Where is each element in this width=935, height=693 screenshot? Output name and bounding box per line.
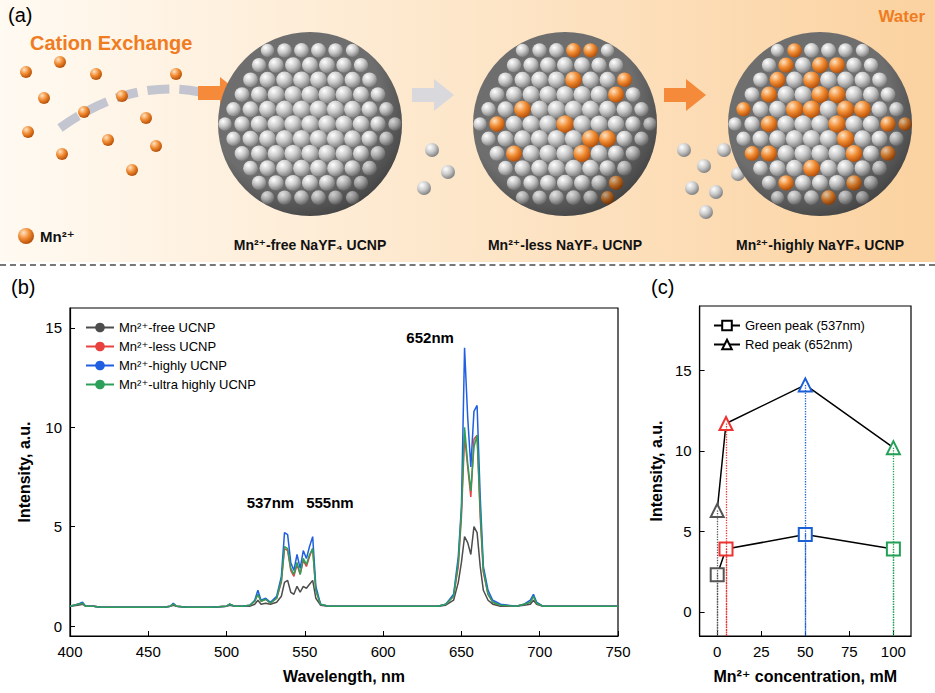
svg-text:Mn²⁺-free NaYF₄ UCNP: Mn²⁺-free NaYF₄ UCNP <box>234 237 387 253</box>
svg-text:50: 50 <box>797 643 814 660</box>
svg-text:652nm: 652nm <box>406 329 454 346</box>
svg-text:450: 450 <box>136 643 161 660</box>
svg-text:15: 15 <box>45 319 62 336</box>
svg-text:5: 5 <box>683 523 691 540</box>
svg-text:Mn²⁺-free UCNP: Mn²⁺-free UCNP <box>119 320 215 335</box>
svg-text:Red peak (652nm): Red peak (652nm) <box>745 337 853 352</box>
svg-text:Intensity, a.u.: Intensity, a.u. <box>16 421 33 522</box>
svg-text:Mn²⁺-highly UCNP: Mn²⁺-highly UCNP <box>119 358 227 373</box>
svg-text:Cation Exchange: Cation Exchange <box>30 32 192 54</box>
svg-text:Mn²⁺-less NaYF₄ UCNP: Mn²⁺-less NaYF₄ UCNP <box>488 237 642 253</box>
svg-text:Mn²⁺ concentration, mM: Mn²⁺ concentration, mM <box>714 668 898 685</box>
svg-text:400: 400 <box>57 643 82 660</box>
svg-text:0: 0 <box>713 643 721 660</box>
svg-text:25: 25 <box>753 643 770 660</box>
svg-text:600: 600 <box>371 643 396 660</box>
svg-text:10: 10 <box>45 419 62 436</box>
svg-text:0: 0 <box>683 603 691 620</box>
svg-text:650: 650 <box>449 643 474 660</box>
svg-text:500: 500 <box>214 643 239 660</box>
svg-text:537nm: 537nm <box>247 494 295 511</box>
svg-text:Green peak (537nm): Green peak (537nm) <box>745 318 865 333</box>
svg-text:Mn²⁺-ultra highly UCNP: Mn²⁺-ultra highly UCNP <box>119 377 256 392</box>
svg-text:10: 10 <box>675 442 692 459</box>
svg-text:Wavelength, nm: Wavelength, nm <box>283 668 405 685</box>
svg-text:(c): (c) <box>651 276 674 298</box>
svg-text:0: 0 <box>54 618 62 635</box>
svg-text:550: 550 <box>292 643 317 660</box>
svg-text:(a): (a) <box>8 4 32 26</box>
svg-text:100: 100 <box>881 643 906 660</box>
svg-text:700: 700 <box>527 643 552 660</box>
svg-text:Mn²⁺-less UCNP: Mn²⁺-less UCNP <box>119 339 216 354</box>
svg-text:(b): (b) <box>11 276 35 298</box>
svg-text:750: 750 <box>605 643 630 660</box>
svg-text:5: 5 <box>54 518 62 535</box>
svg-text:75: 75 <box>841 643 858 660</box>
svg-text:15: 15 <box>675 362 692 379</box>
svg-text:555nm: 555nm <box>306 494 354 511</box>
svg-text:Mn²⁺: Mn²⁺ <box>40 228 75 245</box>
svg-text:Water: Water <box>878 7 925 26</box>
svg-text:Mn²⁺-highly NaYF₄ UCNP: Mn²⁺-highly NaYF₄ UCNP <box>736 237 904 253</box>
svg-text:Intensity, a.u.: Intensity, a.u. <box>648 420 665 521</box>
